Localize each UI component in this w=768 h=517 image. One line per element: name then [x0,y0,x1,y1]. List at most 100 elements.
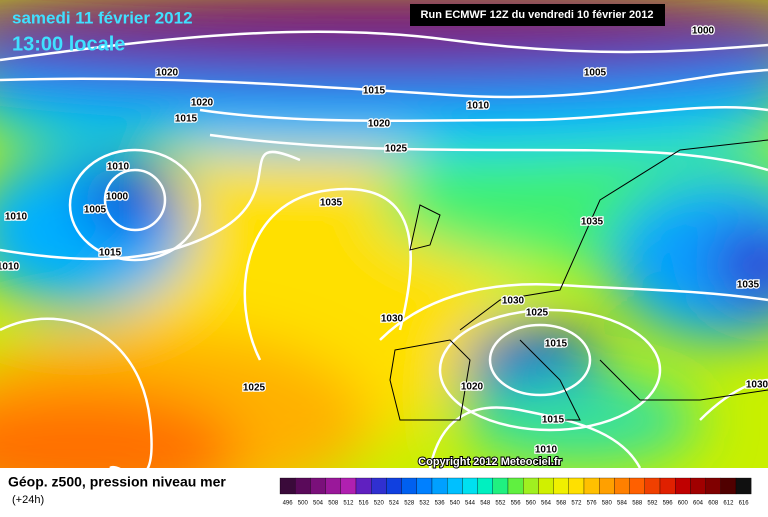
isobar-label: 1035 [737,280,760,291]
colorbar-swatch [279,477,296,495]
colorbar-swatch [644,477,661,495]
colorbar-label: 564 [541,501,552,507]
isobars [0,30,768,468]
colorbar-swatch [720,477,737,495]
colorbar-label: 584 [617,501,628,507]
isobar-label: 1035 [581,217,604,228]
colorbar-label: 596 [663,501,674,507]
isobar-label: 1020 [368,119,391,130]
colorbar-label: 616 [739,501,750,507]
colorbar-label: 504 [313,501,324,507]
colorbar-swatch [447,477,463,495]
colorbar-label: 528 [404,501,415,507]
colorbar-swatch [431,477,448,495]
isobar-label: 1010 [107,162,130,173]
colorbar-swatch [310,477,326,495]
colorbar-swatch [401,477,417,495]
colorbar-swatch [416,477,433,495]
colorbar-swatch [538,477,554,495]
colorbar-swatch [340,477,357,495]
colorbar-label: 556 [511,501,522,507]
colorbar-swatch [553,477,569,495]
isobar-label: 1000 [692,26,715,37]
isobar-label: 1015 [542,415,565,426]
time-title: 13:00 locale [12,33,125,55]
colorbar-swatch [386,477,402,495]
colorbar-swatch [599,477,615,495]
colorbar-label: 532 [419,501,430,507]
colorbar-swatch [523,477,539,495]
colorbar-swatch [629,477,645,495]
colorbar-label: 508 [328,501,339,507]
colorbar-label: 544 [465,501,476,507]
colorbar-label: 568 [556,501,567,507]
isobar-label: 1015 [99,248,122,259]
colorbar-swatch [295,477,311,495]
isobar-labels: 1000 1005 1010 1015 1020 1020 1015 1020 1025 1010… [0,24,768,457]
colorbar-swatch [325,477,341,495]
isobar-label: 1010 [535,445,558,456]
isobar-label: 1020 [461,382,484,393]
colorbar-label: 612 [723,501,734,507]
colorbar-label: 604 [693,501,704,507]
isobar-label: 1000 [106,192,129,203]
isobar-label: 1010 [0,262,20,273]
colorbar-label: 512 [343,501,354,507]
isobar-label: 1025 [385,144,408,155]
colorbar-label: 608 [708,501,719,507]
colorbar-label: 540 [450,501,461,507]
run-box [410,4,665,26]
colorbar-swatch [690,477,706,495]
colorbar-label: 524 [389,501,400,507]
colorbar-swatch [507,477,524,495]
colorbar-swatch [477,477,493,495]
isobar-label: 1010 [5,212,28,223]
isobar-label: 1030 [381,314,404,325]
colorbar-label: 496 [283,501,294,507]
isobar-label: 1025 [243,383,266,394]
colorbar-swatch [355,477,372,495]
colorbar-label: 536 [435,501,446,507]
isobar-label: 1015 [175,114,198,125]
coastlines [389,139,768,421]
colorbar-label: 592 [647,501,658,507]
colorbar-label: 600 [678,501,689,507]
date-title: samedi 11 février 2012 [12,8,193,27]
isobar-label: 1035 [320,198,343,209]
colorbar-swatch [705,477,721,495]
isobar-label: 1015 [545,339,568,350]
isobar-label: 1030 [502,296,525,307]
isobar-label: 1005 [584,68,607,79]
isobar-label: 1015 [363,86,386,97]
colorbar-swatch [614,477,630,495]
isobar-label: 1020 [156,68,179,79]
run-label: Run ECMWF 12Z du vendredi 10 février 201… [421,9,654,21]
colorbar-label: 552 [495,501,506,507]
isobar-label: 1025 [526,308,549,319]
colorbar-swatch [583,477,600,495]
isobar-label: 1010 [467,101,490,112]
colorbar-swatch [371,477,387,495]
isobar-label: 1005 [84,205,107,216]
colorbar-label: 588 [632,501,643,507]
colorbar-swatch [462,477,478,495]
footer-title: Géop. z500, pression niveau mer [8,474,226,490]
colorbar-label: 560 [526,501,537,507]
copyright: Copyright 2012 Meteociel.fr [418,456,562,468]
isobar-label: 1030 [746,380,768,391]
isobar-label: 1020 [191,98,214,109]
colorbar-label: 572 [571,501,582,507]
colorbar: 496 500 504 508 512 516 520 524 528 532 536 540 544 5… [279,477,752,507]
colorbar-swatch [659,477,676,495]
colorbar-label: 500 [298,501,309,507]
colorbar-swatch [568,477,585,495]
colorbar-swatch [675,477,691,495]
colorbar-label: 548 [480,501,491,507]
colorbar-swatch [492,477,509,495]
colorbar-label: 576 [587,501,598,507]
colorbar-label: 520 [374,501,385,507]
footer-lead: (+24h) [12,494,44,506]
colorbar-label: 516 [359,501,370,507]
colorbar-label: 580 [602,501,613,507]
